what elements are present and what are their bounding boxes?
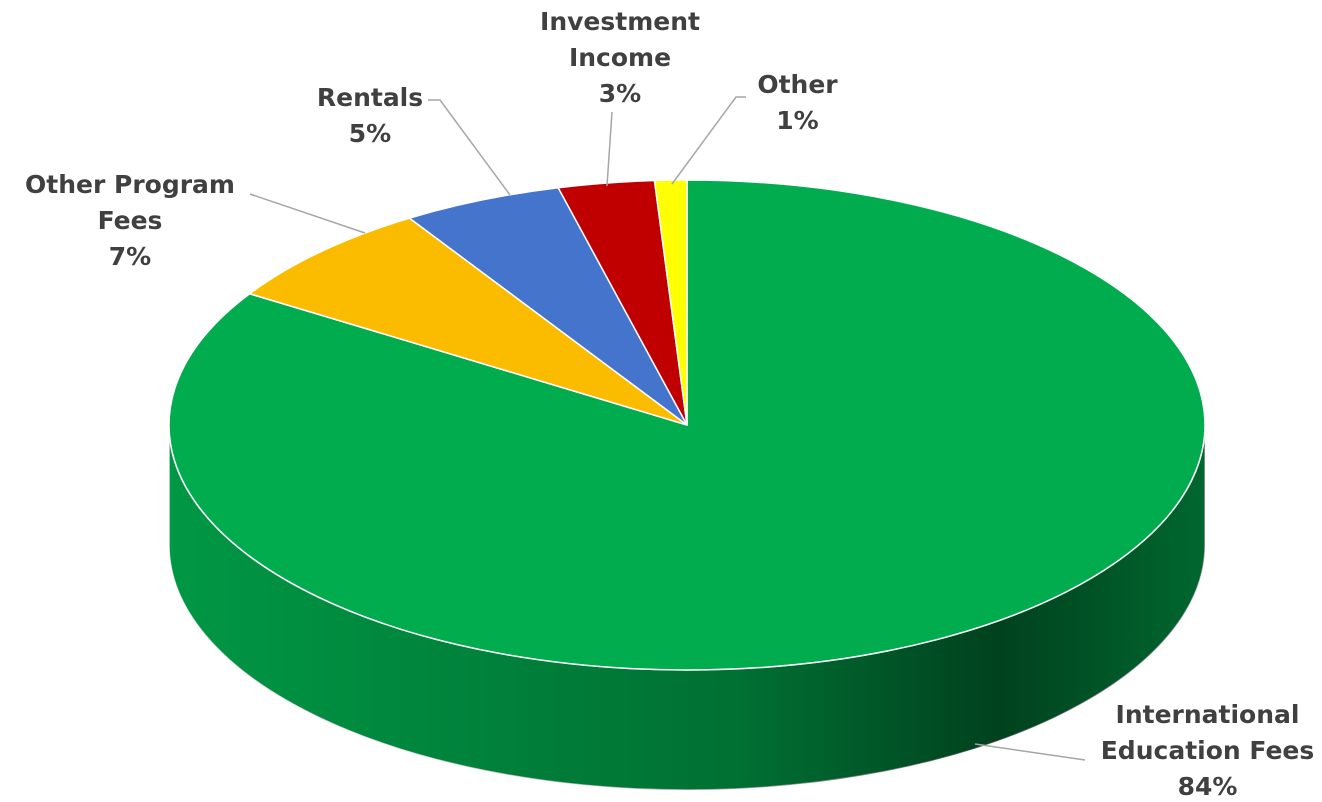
category-label: International Education Fees (1100, 700, 1315, 765)
slice (407, 186, 688, 426)
category-label: Other Program Fees (25, 170, 235, 235)
slice (653, 179, 688, 426)
category-label: Investment Income (540, 7, 700, 72)
data-label: Investment Income 3% (525, 4, 715, 112)
value-label: 3% (598, 79, 642, 108)
value-label: 5% (348, 119, 392, 148)
value-label: 84% (1177, 772, 1238, 801)
data-label: Other 1% (740, 67, 855, 139)
value-label: 7% (108, 242, 152, 271)
value-label: 1% (776, 106, 819, 135)
leader-line (428, 99, 511, 196)
data-label: Other Program Fees 7% (5, 167, 255, 275)
data-label: International Education Fees 84% (1085, 697, 1322, 802)
slice (247, 217, 688, 426)
category-label: Rentals (316, 83, 424, 112)
data-label: Rentals 5% (300, 80, 440, 152)
leader-line (974, 743, 1086, 761)
slice-side-shade (169, 425, 1205, 790)
leader-line (606, 111, 613, 187)
leader-line (671, 96, 746, 185)
leader-line (249, 193, 366, 234)
category-label: Other (757, 70, 838, 99)
